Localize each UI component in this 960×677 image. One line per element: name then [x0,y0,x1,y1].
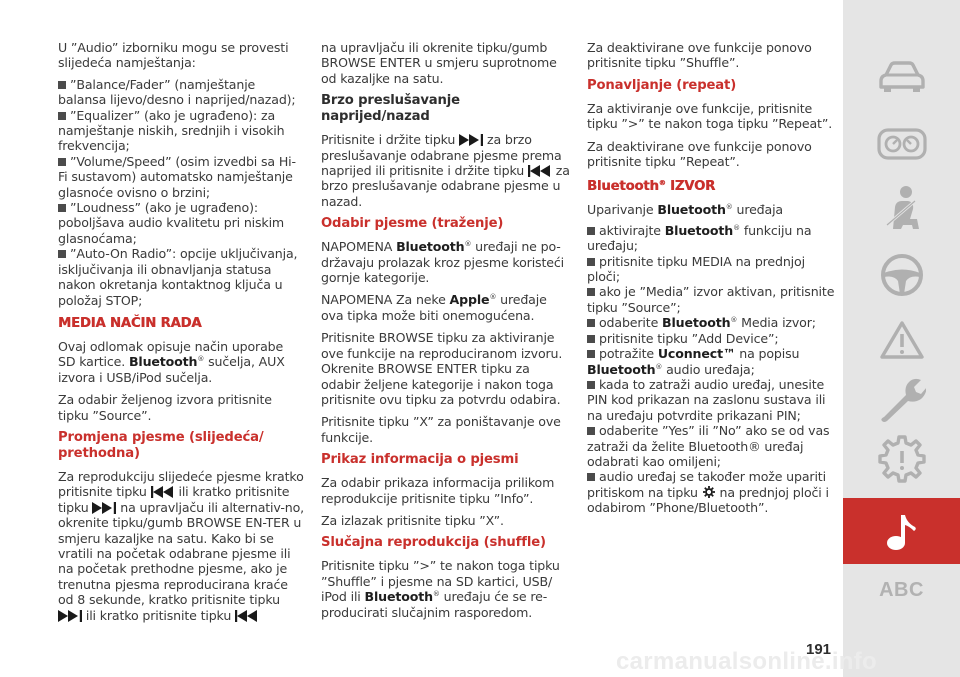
column-2: na upravljaču ili okrenite tipku/gumb BR… [321,40,571,627]
repeat-deactivate-paragraph: Za deaktivirane ove funkcije ponovo prit… [587,138,812,170]
abc-index-label[interactable]: ABC [879,579,924,601]
column-1: U ”Audio” izborniku mogu se provesti sli… [58,40,304,630]
bullet-icon [58,250,66,259]
bullet-icon [58,157,66,166]
repeat-paragraph: Za aktiviranje ove funkcije, pritisnite … [587,100,833,132]
section-heading-fast: Brzo preslušavanje naprijed/nazad [321,93,460,125]
next-track-icon [92,501,117,514]
section-heading-track: Promjena pjesme (slijedeća/ prethodna) [58,429,264,461]
steering-wheel-icon[interactable] [843,252,960,298]
seatbelt-icon[interactable] [843,184,960,234]
page-number: 191 [806,641,832,658]
bullet-icon [587,226,595,235]
list-item: pritisnite tipku ”Add Device”; [587,331,839,346]
note-apple: NAPOMENA Za neke Apple® uređaje ova tipk… [321,292,547,323]
car-icon[interactable] [843,56,960,96]
list-item: pritisnite tipku MEDIA na prednjoj ploči… [587,253,805,285]
list-item: ”Volume/Speed” (osim izvedbi sa Hi-Fi su… [58,153,296,200]
previous-track-icon [150,486,173,499]
list-item: aktivirajte Bluetooth® funkciju na uređa… [587,222,812,254]
bullet-icon [587,380,595,389]
bullet-icon [587,473,595,482]
fast-paragraph: Pritisnite i držite tipku za brzo preslu… [321,132,570,209]
section-heading-info: Prikaz informacija o pjesmi [321,452,519,468]
bullet-icon [587,427,595,436]
media-paragraph: Ovaj odlomak opisuje način uporabe SD ka… [58,338,285,385]
bullet-icon [58,80,66,89]
bullet-icon [587,319,595,328]
next-track-icon [459,134,484,147]
watermark: carmanualsonline.info [616,648,878,675]
phone-settings-icon [702,485,715,498]
music-note-icon[interactable] [843,498,960,564]
list-item: ”Equalizer” (ako je ugrađeno): za namješ… [58,107,285,154]
wrench-icon[interactable] [843,374,960,424]
info-paragraph: Za odabir prikaza informacija prilikom r… [321,475,555,506]
bullet-icon [58,111,66,120]
shuffle-deactivate-paragraph: Za deaktivirane ove funkcije ponovo prit… [587,40,812,71]
list-item: ako je ”Media” izvor aktivan, pritisnite… [587,284,835,315]
previous-track-icon [235,609,258,622]
section-heading-shuffle: Slučajna reprodukcija (shuffle) [321,535,546,551]
chapter-sidebar: ABC [843,0,960,677]
list-item: potražite Uconnect™ na popisu Bluetooth®… [587,346,800,377]
bullet-icon [587,350,595,359]
info-exit-paragraph: Za izlazak pritisnite tipku ”X”. [321,512,504,528]
previous-track-icon [527,165,550,178]
list-item: ”Auto-On Radio”: opcije uključivanja, is… [58,246,298,308]
next-track-icon [58,609,82,622]
list-item: kada to zatraži audio uređaj, unesite PI… [587,376,826,423]
list-item: ”Loudness” (ako je ugrađeno): poboljšava… [58,200,285,246]
pairing-title: Uparivanje Bluetooth® uređaja [587,202,783,218]
section-heading-repeat: Ponavljanje (repeat) [587,77,737,93]
list-item: odaberite ”Yes” ili ”No” ako se od vas z… [587,423,830,469]
gear-icon[interactable] [843,434,960,484]
shuffle-paragraph: Pritisnite tipku ”>” te nakon toga tipku… [321,558,560,620]
bullet-icon [587,288,595,297]
section-heading-select: Odabir pjesme (traženje) [321,216,504,232]
bullet-icon [587,257,595,266]
list-item: ”Balance/Fader” (namještanje balansa lij… [58,76,296,108]
list-item: odaberite Bluetooth® Media izvor; [587,315,839,330]
bullet-icon [58,204,66,213]
section-heading-media: MEDIA NAČIN RADA [58,315,202,331]
bullet-icon [587,334,595,343]
track-paragraph: Za reprodukciju slijedeće pjesme kratko … [58,468,304,623]
source-paragraph: Za odabir željenog izvora pritisnite tip… [58,392,272,423]
warning-triangle-icon[interactable] [843,318,960,362]
track-paragraph-cont: na upravljaču ili okrenite tipku/gumb BR… [321,40,557,86]
list-item: audio uređaj se također može upariti pri… [587,469,829,516]
intro-text: U ”Audio” izborniku mogu se provesti sli… [58,40,289,71]
column-3: Za deaktivirane ove funkcije ponovo prit… [587,40,839,516]
browse-paragraph: Pritisnite BROWSE tipku za aktiviranje o… [321,330,563,407]
note-bluetooth: NAPOMENA Bluetooth® uređaji ne po-država… [321,239,564,286]
section-heading-bluetooth: Bluetooth® IZVOR [587,179,716,195]
dashboard-icon[interactable] [843,124,960,164]
cancel-paragraph: Pritisnite tipku ”X” za poništavanje ove… [321,414,561,445]
